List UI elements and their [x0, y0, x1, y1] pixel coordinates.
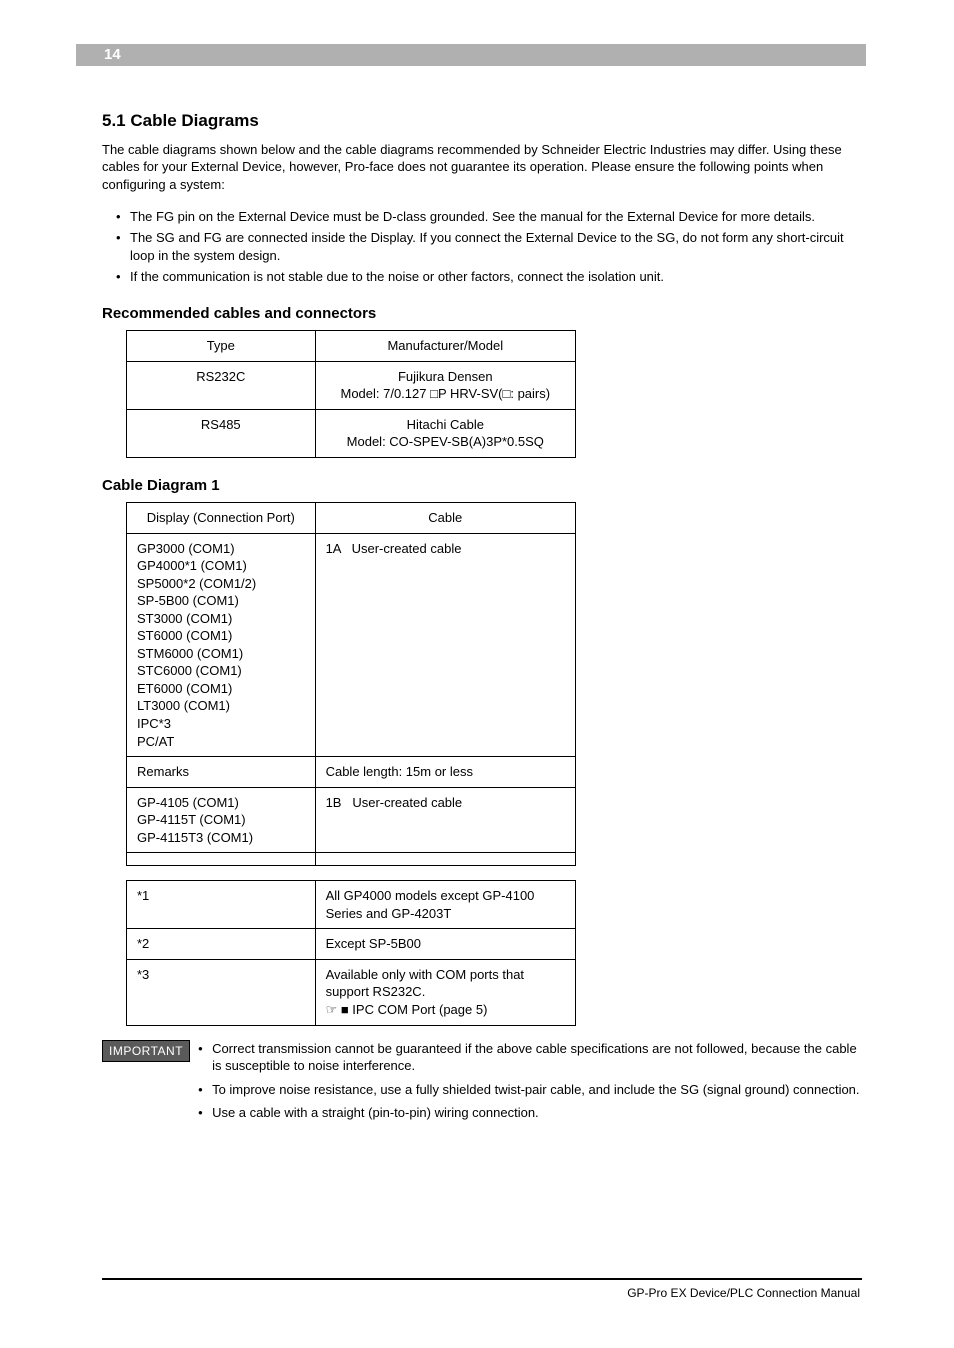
- bullet-text: To improve noise resistance, use a fully…: [212, 1081, 862, 1099]
- table-row: RS485 Hitachi Cable Model: CO-SPEV-SB(A)…: [127, 409, 576, 457]
- section3-title: Cable Diagram 1: [102, 476, 862, 496]
- table-row: *1 All GP4000 models except GP-4100 Seri…: [127, 881, 576, 929]
- footer-right: GP-Pro EX Device/PLC Connection Manual: [627, 1286, 860, 1300]
- bullet-text: If the communication is not stable due t…: [130, 268, 862, 286]
- table-cell: Cable length: 15m or less: [315, 757, 575, 788]
- table-header-cell: Cable: [315, 503, 575, 534]
- header-bar: [76, 44, 866, 66]
- table-header-cell: Display (Connection Port): [127, 503, 316, 534]
- table-row: Display (Connection Port) Cable: [127, 503, 576, 534]
- table-row: RS232C Fujikura Densen Model: 7/0.127 □P…: [127, 361, 576, 409]
- table-row: [127, 853, 576, 866]
- table-cell: Available only with COM ports that suppo…: [315, 959, 575, 1025]
- important-label: IMPORTANT: [102, 1040, 190, 1062]
- footnotes-table: *1 All GP4000 models except GP-4100 Seri…: [126, 880, 576, 1025]
- important-bullets: • Correct transmission cannot be guarant…: [198, 1040, 862, 1128]
- table-cell: *2: [127, 929, 316, 960]
- table-row: GP3000 (COM1) GP4000*1 (COM1) SP5000*2 (…: [127, 533, 576, 757]
- cable-desc: User-created cable: [352, 541, 462, 556]
- table-cell: Fujikura Densen Model: 7/0.127 □P HRV-SV…: [315, 361, 575, 409]
- page-number-top: 14: [104, 46, 121, 63]
- table-row: GP-4105 (COM1) GP-4115T (COM1) GP-4115T3…: [127, 787, 576, 853]
- table-cell: *3: [127, 959, 316, 1025]
- table-row: Remarks Cable length: 15m or less: [127, 757, 576, 788]
- table-cell: [315, 853, 575, 866]
- bullet-mark-icon: •: [198, 1104, 212, 1122]
- bullet-text: Use a cable with a straight (pin-to-pin)…: [212, 1104, 862, 1122]
- section1-bullets: • The FG pin on the External Device must…: [116, 208, 862, 286]
- bullet-mark-icon: •: [198, 1040, 212, 1075]
- table-cell: 1A User-created cable: [315, 533, 575, 757]
- recommended-cables-table: Type Manufacturer/Model RS232C Fujikura …: [126, 330, 576, 458]
- bullet-item: • Use a cable with a straight (pin-to-pi…: [198, 1104, 862, 1122]
- important-block: IMPORTANT • Correct transmission cannot …: [102, 1040, 862, 1128]
- bullet-item: • If the communication is not stable due…: [116, 268, 862, 286]
- table-cell: *1: [127, 881, 316, 929]
- bullet-item: • The FG pin on the External Device must…: [116, 208, 862, 226]
- body-content: 5.1 Cable Diagrams The cable diagrams sh…: [102, 92, 862, 1128]
- table-cell: Hitachi Cable Model: CO-SPEV-SB(A)3P*0.5…: [315, 409, 575, 457]
- table-cell: 1B User-created cable: [315, 787, 575, 853]
- table-cell: Remarks: [127, 757, 316, 788]
- cable-desc: User-created cable: [352, 795, 462, 810]
- bullet-item: • The SG and FG are connected inside the…: [116, 229, 862, 264]
- table-header-cell: Manufacturer/Model: [315, 331, 575, 362]
- bullet-mark-icon: •: [116, 208, 130, 226]
- table-row: *2 Except SP-5B00: [127, 929, 576, 960]
- footer-rule: [102, 1278, 862, 1280]
- table-row: Type Manufacturer/Model: [127, 331, 576, 362]
- section1-intro: The cable diagrams shown below and the c…: [102, 141, 862, 194]
- table-cell: RS485: [127, 409, 316, 457]
- bullet-item: • To improve noise resistance, use a ful…: [198, 1081, 862, 1099]
- table-cell: All GP4000 models except GP-4100 Series …: [315, 881, 575, 929]
- table-cell: GP3000 (COM1) GP4000*1 (COM1) SP5000*2 (…: [127, 533, 316, 757]
- bullet-text: The FG pin on the External Device must b…: [130, 208, 862, 226]
- cable-diagram-table: Display (Connection Port) Cable GP3000 (…: [126, 502, 576, 866]
- table-row: *3 Available only with COM ports that su…: [127, 959, 576, 1025]
- bullet-text: The SG and FG are connected inside the D…: [130, 229, 862, 264]
- table-cell: [127, 853, 316, 866]
- section1-title: 5.1 Cable Diagrams: [102, 110, 862, 133]
- cable-code: 1B: [326, 795, 342, 810]
- table-cell: GP-4105 (COM1) GP-4115T (COM1) GP-4115T3…: [127, 787, 316, 853]
- bullet-mark-icon: •: [198, 1081, 212, 1099]
- table-header-cell: Type: [127, 331, 316, 362]
- table-cell: Except SP-5B00: [315, 929, 575, 960]
- section2-title: Recommended cables and connectors: [102, 304, 862, 324]
- bullet-mark-icon: •: [116, 229, 130, 264]
- table-cell: RS232C: [127, 361, 316, 409]
- bullet-item: • Correct transmission cannot be guarant…: [198, 1040, 862, 1075]
- bullet-text: Correct transmission cannot be guarantee…: [212, 1040, 862, 1075]
- bullet-mark-icon: •: [116, 268, 130, 286]
- cable-code: 1A: [326, 541, 341, 556]
